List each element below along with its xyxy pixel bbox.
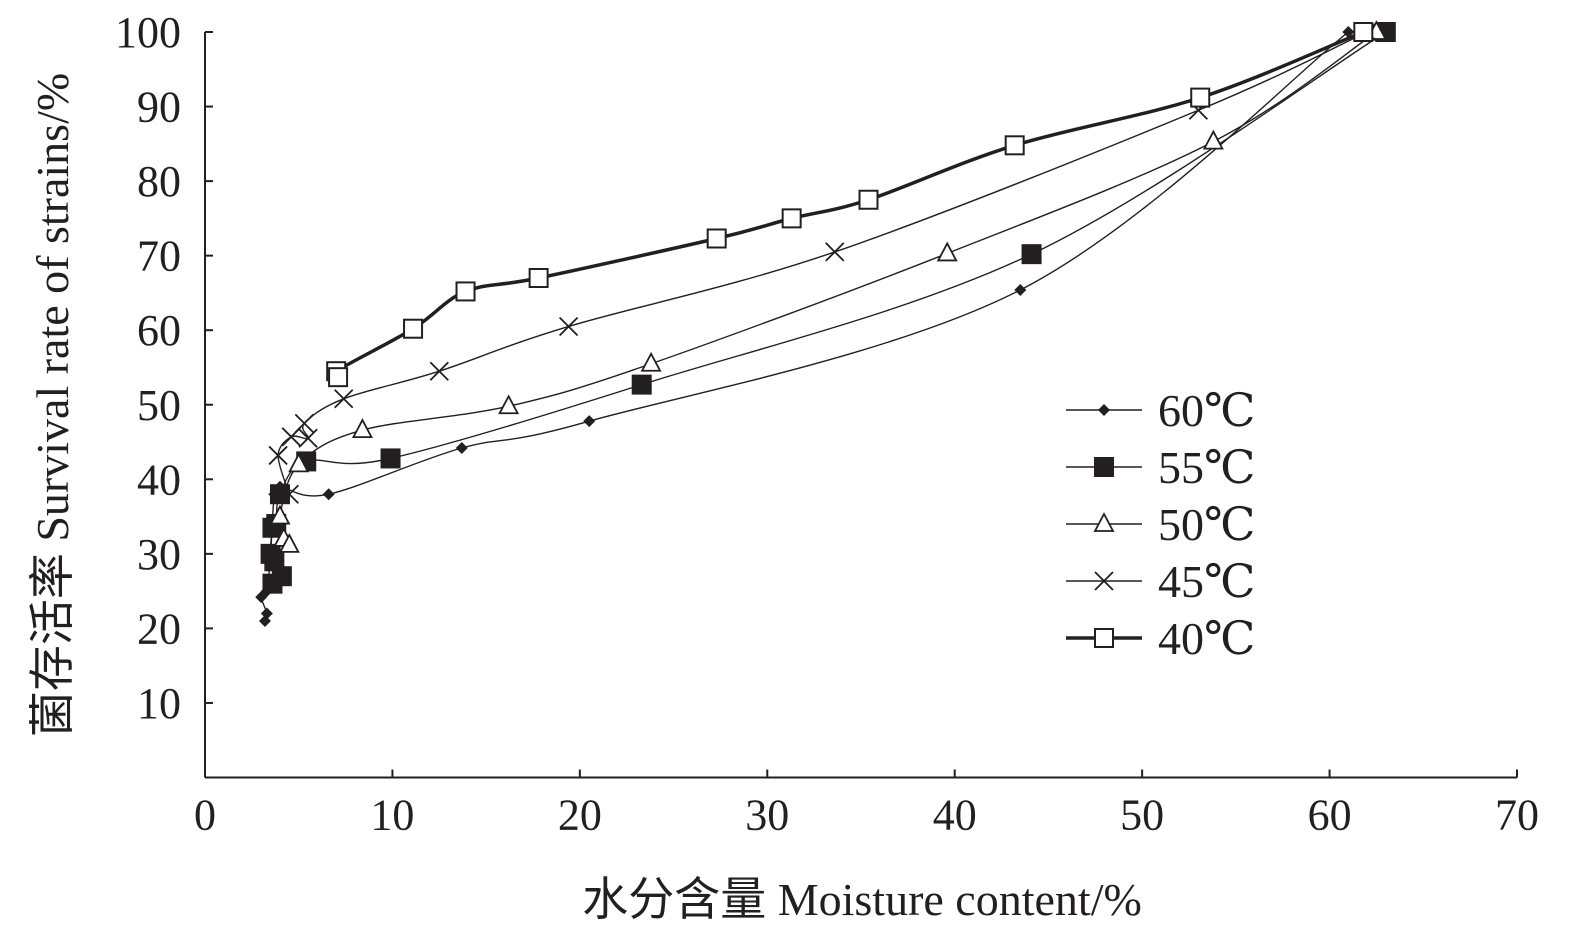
data-point: [268, 445, 288, 466]
data-point: [1342, 26, 1355, 38]
data-point: [558, 316, 579, 337]
legend-label: 45℃: [1158, 556, 1255, 607]
data-point: [278, 532, 300, 553]
data-point: [380, 448, 401, 469]
legend-item: 45℃: [1066, 556, 1255, 607]
data-point: [298, 428, 318, 448]
legend-marker: [1093, 512, 1115, 532]
y-tick-label: 10: [137, 679, 181, 728]
x-tick-label: 20: [558, 791, 602, 840]
legend-item: 60℃: [1066, 385, 1255, 436]
y-tick-label: 80: [137, 157, 181, 206]
data-point: [706, 228, 727, 249]
x-tick-label: 70: [1495, 791, 1539, 840]
y-tick-label: 100: [115, 8, 181, 57]
legend-item: 55℃: [1066, 442, 1255, 493]
data-point: [825, 242, 845, 262]
data-point: [328, 367, 349, 388]
data-point: [1190, 87, 1211, 108]
series-line: [329, 30, 1364, 379]
data-point: [281, 427, 301, 447]
data-point: [1021, 244, 1042, 265]
legend-marker: [1098, 404, 1110, 416]
data-point: [351, 418, 373, 438]
x-tick-label: 60: [1308, 791, 1352, 840]
data-point: [334, 389, 354, 409]
data-point: [498, 394, 520, 415]
data-point: [429, 361, 449, 381]
data-point: [1202, 129, 1224, 150]
data-point: [258, 614, 271, 627]
x-tick-label: 10: [370, 791, 414, 840]
axes: 0 10 20 30 40 50 60 70 10 20 30 40 50 60 70 80 90 100: [115, 8, 1539, 840]
series-40c: [326, 22, 1374, 388]
series-line: [277, 31, 1368, 495]
data-point: [631, 374, 652, 395]
y-tick-label: 30: [137, 530, 181, 579]
data-point: [322, 488, 335, 501]
data-point: [858, 189, 879, 210]
y-tick-label: 70: [137, 232, 181, 281]
data-point: [455, 441, 468, 454]
data-point: [781, 208, 802, 229]
data-point: [403, 318, 424, 339]
legend-label: 40℃: [1158, 613, 1255, 664]
data-point: [583, 415, 596, 428]
x-tick-label: 0: [194, 791, 216, 840]
legend-label: 60℃: [1158, 385, 1255, 436]
data-point: [269, 504, 291, 525]
legend-label: 50℃: [1158, 499, 1255, 550]
legend-item: 50℃: [1066, 499, 1255, 550]
data-point: [528, 268, 549, 289]
x-tick-label: 30: [745, 791, 789, 840]
legend-label: 55℃: [1158, 442, 1255, 493]
data-point: [640, 351, 662, 372]
series-lines: [255, 20, 1396, 627]
y-tick-label: 60: [137, 306, 181, 355]
x-tick-label: 50: [1120, 791, 1164, 840]
data-point: [1014, 283, 1027, 296]
data-point: [1353, 22, 1374, 42]
legend-item: 40℃: [1066, 613, 1255, 664]
series-50c: [269, 20, 1387, 553]
y-tick-label: 20: [137, 604, 181, 653]
y-tick-label: 50: [137, 381, 181, 430]
data-point: [262, 573, 283, 594]
data-point: [255, 591, 268, 604]
data-point: [1004, 135, 1025, 156]
data-point: [288, 452, 310, 473]
data-point: [279, 484, 299, 504]
x-tick-label: 40: [933, 791, 977, 840]
legend-marker: [1094, 628, 1114, 648]
legend-marker: [1094, 457, 1114, 477]
y-tick-label: 90: [137, 83, 181, 132]
x-axis-label: 水分含量 Moisture content/%: [582, 874, 1142, 925]
legend: 60℃ 55℃ 50℃ 45℃ 40℃: [1066, 385, 1255, 664]
y-axis-label: 菌存活率 Survival rate of strains/%: [27, 73, 78, 737]
legend-marker: [1094, 571, 1114, 591]
data-point: [936, 241, 958, 262]
data-point: [455, 281, 476, 302]
y-tick-label: 40: [137, 455, 181, 504]
